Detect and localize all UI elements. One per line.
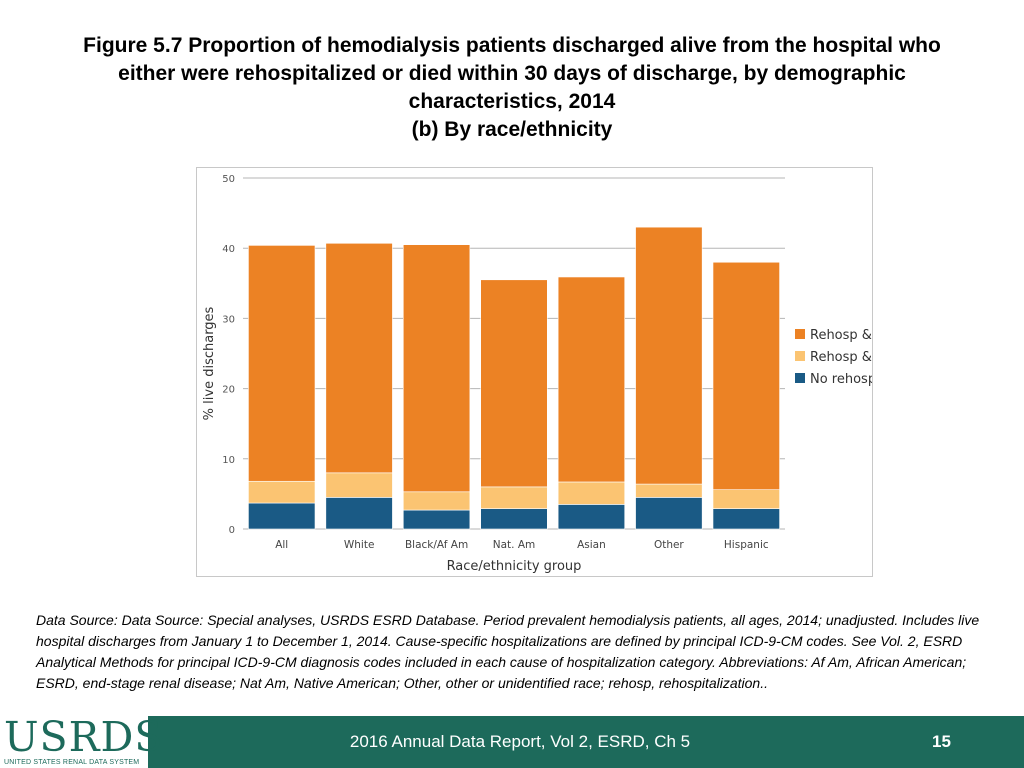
report-label: 2016 Annual Data Report, Vol 2, ESRD, Ch… (349, 732, 691, 751)
bar-segment (480, 508, 548, 530)
bar-segment (402, 509, 471, 530)
x-tick-label: Other (654, 539, 684, 551)
bar-segment (712, 489, 780, 509)
x-tick-label: Nat. Am (493, 539, 536, 551)
x-tick-label: White (344, 539, 375, 551)
x-tick-label: All (275, 539, 288, 551)
slide-title: Figure 5.7 Proportion of hemodialysis pa… (20, 32, 1004, 144)
bar-segment (557, 481, 626, 505)
x-axis-title: Race/ethnicity group (447, 559, 582, 574)
bar-segment (248, 245, 316, 482)
logo-wordmark: USRDS (4, 713, 164, 761)
title-line-1: Figure 5.7 Proportion of hemodialysis pa… (83, 34, 941, 57)
bar-segment (402, 491, 471, 511)
bar-segment (325, 242, 393, 474)
title-line-2: either were rehospitalized or died withi… (118, 62, 906, 85)
x-tick-label: Asian (577, 539, 606, 551)
bar-segment (635, 497, 703, 530)
x-tick-label: Black/Af Am (405, 539, 468, 551)
data-source-note: Data Source: Data Source: Special analys… (36, 612, 980, 691)
stacked-bar-chart: 0 10 20 30 40 50 All White Black/Af Am Nat. Am Asi… (202, 174, 872, 574)
bar-segment (402, 244, 471, 493)
y-tick-label: 30 (222, 314, 235, 325)
bar-segment (325, 472, 393, 498)
y-tick-label: 40 (222, 244, 235, 255)
title-line-4: (b) By race/ethnicity (411, 118, 613, 141)
title-line-3: characteristics, 2014 (408, 90, 616, 113)
bar-segment (635, 226, 703, 485)
bar-segment (248, 502, 316, 530)
bar-segment (712, 261, 780, 490)
y-axis-title: % live discharges (202, 306, 217, 420)
y-tick-label: 10 (222, 455, 235, 466)
legend-label: No rehosp & died (810, 372, 872, 387)
legend-swatch (795, 373, 805, 383)
chart-frame: 0 10 20 30 40 50 All White Black/Af Am Nat. Am Asi… (196, 167, 873, 577)
bar-segment (712, 508, 780, 530)
bar-segment (635, 483, 703, 498)
bar-segment (557, 504, 626, 530)
usrds-logo: USRDS UNITED STATES RENAL DATA SYSTEM (0, 715, 162, 768)
x-tick-label: Hispanic (724, 539, 769, 551)
legend-label: Rehosp & alive (810, 328, 872, 343)
page-number: 15 (932, 732, 951, 751)
bar-segment (480, 486, 548, 509)
bar-segment (248, 480, 316, 504)
footer-bar: USRDS UNITED STATES RENAL DATA SYSTEM 20… (0, 715, 1024, 768)
bar-segment (557, 276, 626, 483)
legend-label: Rehosp & died (810, 350, 872, 365)
bar-segment (325, 497, 393, 530)
logo-subtext: UNITED STATES RENAL DATA SYSTEM (4, 759, 140, 766)
y-tick-label: 0 (229, 525, 235, 536)
y-tick-label: 20 (222, 385, 235, 396)
y-tick-label: 50 (222, 174, 235, 185)
legend-swatch (795, 329, 805, 339)
bar-segment (480, 279, 548, 488)
legend-swatch (795, 351, 805, 361)
